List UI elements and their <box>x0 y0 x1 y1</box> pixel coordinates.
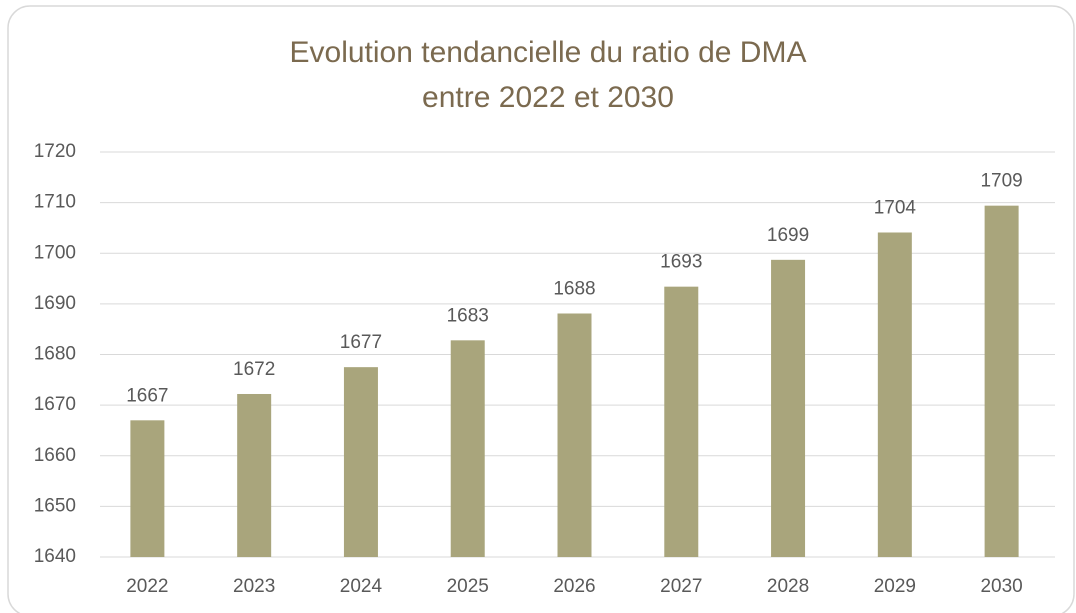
data-label: 1677 <box>340 332 382 353</box>
x-tick-label: 2030 <box>980 576 1022 597</box>
x-tick-label: 2029 <box>874 576 916 597</box>
data-label: 1667 <box>126 385 168 406</box>
y-tick-label: 1640 <box>34 546 76 567</box>
x-tick-label: 2022 <box>126 576 168 597</box>
x-tick-label: 2027 <box>660 576 702 597</box>
data-label: 1683 <box>447 305 489 326</box>
bar <box>877 232 912 557</box>
bar <box>664 286 699 557</box>
data-label: 1709 <box>980 171 1022 192</box>
bar <box>984 205 1019 557</box>
y-tick-label: 1700 <box>34 242 76 263</box>
data-label: 1693 <box>660 252 702 273</box>
y-tick-label: 1690 <box>34 293 76 314</box>
y-tick-label: 1710 <box>34 192 76 213</box>
y-tick-label: 1660 <box>34 445 76 466</box>
bar <box>771 259 806 557</box>
y-tick-label: 1680 <box>34 344 76 365</box>
chart-frame <box>7 5 1075 613</box>
y-tick-label: 1720 <box>34 141 76 162</box>
y-tick-label: 1650 <box>34 495 76 516</box>
bar <box>557 313 592 557</box>
chart-title: entre 2022 et 2030 <box>422 81 674 114</box>
data-label: 1704 <box>874 198 917 219</box>
data-label: 1688 <box>553 279 595 300</box>
bar <box>130 420 165 557</box>
x-tick-label: 2026 <box>553 576 595 597</box>
bar <box>343 367 378 557</box>
x-tick-label: 2025 <box>447 576 489 597</box>
x-tick-label: 2028 <box>767 576 809 597</box>
bar <box>450 340 485 557</box>
data-label: 1699 <box>767 225 809 246</box>
chart-title: Evolution tendancielle du ratio de DMA <box>290 36 807 69</box>
x-tick-label: 2023 <box>233 576 275 597</box>
x-tick-label: 2024 <box>340 576 383 597</box>
data-label: 1672 <box>233 359 275 380</box>
bar <box>237 393 272 557</box>
y-tick-label: 1670 <box>34 394 76 415</box>
